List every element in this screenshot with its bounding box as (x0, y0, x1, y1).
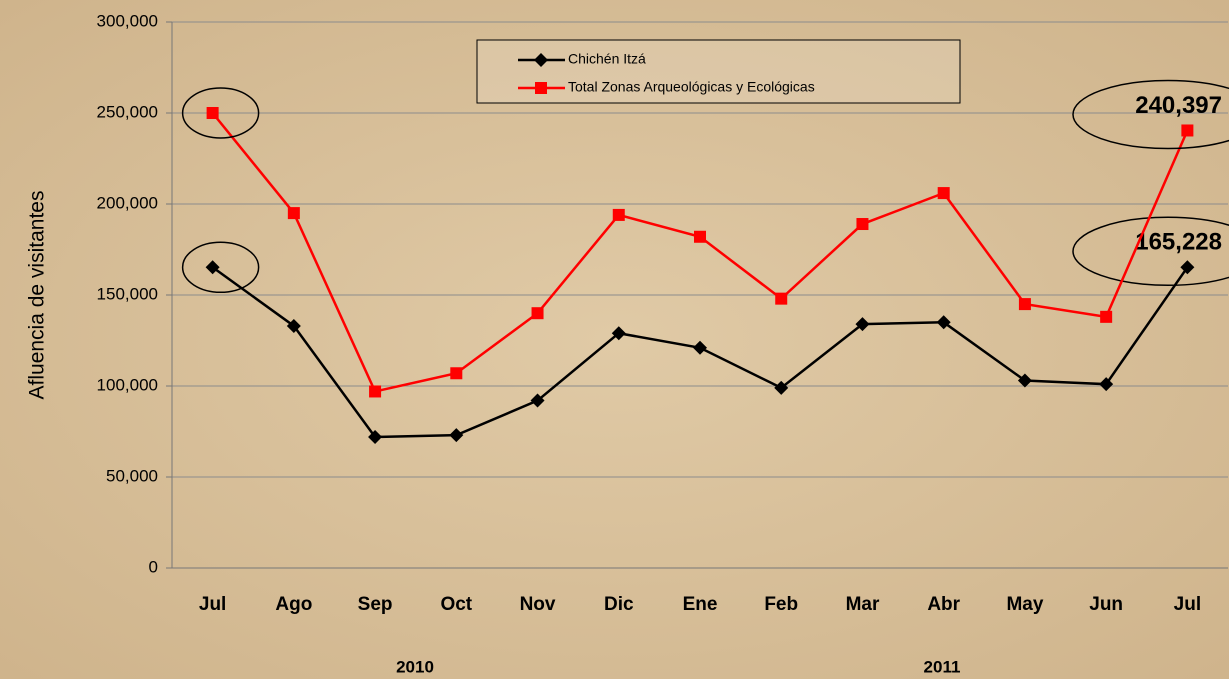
year-label: 2011 (924, 657, 961, 676)
legend-marker (535, 82, 547, 94)
data-point (207, 107, 219, 119)
data-point (856, 218, 868, 230)
data-point (1100, 311, 1112, 323)
x-tick-label: May (1006, 594, 1043, 615)
y-tick-label: 300,000 (97, 11, 158, 30)
data-label: 240,397 (1135, 92, 1222, 119)
x-tick-label: Dic (604, 594, 634, 615)
data-point (775, 293, 787, 305)
data-point (288, 207, 300, 219)
data-point (1019, 298, 1031, 310)
data-point (694, 231, 706, 243)
y-axis-label: Afluencia de visitantes (26, 191, 49, 400)
x-tick-label: Ago (275, 594, 312, 615)
y-tick-label: 150,000 (97, 284, 158, 303)
data-point (613, 209, 625, 221)
x-tick-label: Oct (440, 594, 472, 615)
chart: Afluencia de visitantes 2010 2011 0 50,00… (0, 0, 1229, 679)
data-label: 165,228 (1135, 229, 1222, 256)
data-point (938, 187, 950, 199)
year-label: 2010 (396, 657, 434, 676)
y-tick-label: 200,000 (97, 193, 158, 212)
legend-label: Chichén Itzá (568, 51, 646, 67)
data-point (532, 307, 544, 319)
x-tick-label: Abr (927, 594, 960, 615)
x-tick-label: Jul (1174, 594, 1201, 615)
x-tick-label: Jul (199, 594, 226, 615)
x-tick-label: Feb (764, 594, 798, 615)
data-point (369, 385, 381, 397)
page: Afluencia de visitantes 2010 2011 0 50,00… (0, 0, 1229, 679)
y-tick-label: 50,000 (106, 466, 158, 485)
y-tick-label: 250,000 (97, 102, 158, 121)
x-tick-label: Ene (683, 594, 718, 615)
x-tick-label: Mar (846, 594, 880, 615)
x-tick-label: Jun (1089, 594, 1123, 615)
x-tick-label: Nov (520, 594, 556, 615)
y-tick-label: 0 (149, 557, 158, 576)
data-point (1181, 124, 1193, 136)
x-tick-label: Sep (358, 594, 393, 615)
y-tick-label: 100,000 (97, 375, 158, 394)
data-point (450, 367, 462, 379)
legend-label: Total Zonas Arqueológicas y Ecológicas (568, 79, 815, 95)
